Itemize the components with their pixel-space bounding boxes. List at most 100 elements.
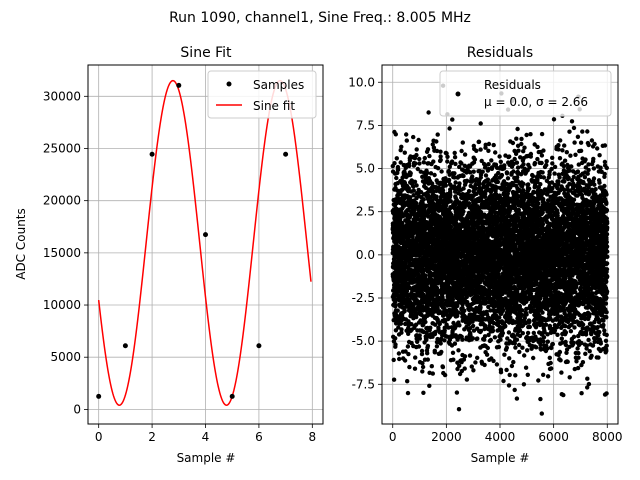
residual-point — [514, 160, 520, 165]
residual-point — [515, 165, 521, 170]
residual-point — [394, 156, 399, 161]
residual-point — [462, 152, 468, 157]
residual-point — [492, 335, 498, 340]
x-tick-label: 0 — [95, 430, 103, 444]
y-tick-label: 5.0 — [356, 162, 375, 176]
residual-point — [413, 355, 418, 360]
residual-point — [470, 323, 476, 329]
sample-point — [149, 151, 155, 157]
residual-point — [514, 337, 520, 342]
y-tick-label: 25000 — [43, 141, 81, 155]
residual-point — [420, 369, 425, 374]
residual-point — [498, 159, 503, 164]
y-tick-label: 10.0 — [348, 75, 375, 89]
residual-point — [442, 338, 447, 343]
residual-point — [398, 148, 403, 153]
residual-point — [471, 368, 476, 373]
residual-point — [507, 356, 512, 361]
residual-point — [519, 136, 524, 142]
y-tick-label: 0.0 — [356, 248, 375, 262]
residual-point — [452, 171, 457, 176]
residual-point — [440, 364, 446, 370]
residual-point — [460, 140, 465, 145]
residual-point — [515, 126, 520, 132]
x-tick-label: 2 — [148, 430, 156, 444]
residual-point — [439, 169, 444, 174]
residual-point — [467, 353, 473, 358]
residual-point — [512, 387, 517, 393]
residual-point — [426, 110, 431, 115]
residual-point — [393, 132, 398, 137]
residual-point — [461, 209, 466, 214]
residual-point — [501, 378, 506, 384]
residual-point — [521, 181, 526, 186]
residual-point — [486, 162, 491, 167]
residual-point — [425, 170, 430, 176]
residual-point — [407, 364, 412, 370]
residual-point — [504, 367, 509, 373]
residual-point — [476, 139, 482, 144]
residual-point — [400, 187, 405, 192]
x-tick-label: 0 — [389, 430, 397, 444]
y-tick-label: 20000 — [43, 194, 81, 208]
residual-point — [478, 121, 483, 126]
residual-point — [399, 330, 404, 335]
residual-point — [517, 349, 522, 355]
residual-point — [502, 352, 507, 357]
residual-point — [511, 359, 516, 365]
residual-point — [443, 183, 448, 188]
residual-point — [519, 141, 524, 147]
residual-point — [407, 163, 412, 169]
residual-point — [521, 382, 527, 387]
residual-point — [403, 260, 408, 266]
residual-point — [420, 361, 425, 366]
residual-point — [430, 371, 435, 376]
y-tick-label: -2.5 — [352, 291, 375, 305]
residual-point — [478, 147, 483, 152]
residual-point — [406, 331, 411, 336]
residual-point — [513, 345, 518, 350]
residual-point — [412, 179, 418, 184]
residual-point — [448, 193, 453, 198]
residual-point — [472, 157, 478, 162]
residual-point — [457, 363, 462, 368]
residual-point — [483, 173, 489, 178]
residual-point — [432, 350, 437, 355]
x-tick-label: 6 — [255, 430, 263, 444]
residual-point — [398, 160, 403, 165]
residual-point — [520, 331, 525, 336]
residual-point — [412, 366, 418, 371]
x-tick-label: 4000 — [485, 430, 516, 444]
residual-point — [405, 390, 411, 396]
residual-point — [511, 169, 516, 174]
residual-point — [464, 377, 470, 382]
sine-fit-xlabel: Sample # — [177, 451, 236, 465]
residual-point — [411, 193, 416, 198]
residual-point — [489, 166, 495, 171]
residual-point — [486, 141, 492, 147]
residual-point — [406, 186, 411, 191]
residual-point — [395, 167, 401, 172]
residual-point — [419, 348, 425, 354]
y-tick-label: 7.5 — [356, 118, 375, 132]
residual-point — [485, 177, 491, 182]
residual-point — [404, 132, 409, 137]
y-tick-label: 0 — [73, 402, 81, 416]
residual-point — [434, 285, 440, 291]
residual-point — [457, 181, 462, 186]
y-tick-label: -7.5 — [352, 377, 375, 391]
residual-point — [453, 180, 458, 185]
residual-point — [400, 220, 405, 226]
residual-point — [497, 315, 502, 320]
residual-point — [397, 356, 402, 362]
residual-point — [391, 357, 396, 363]
residual-point — [506, 383, 512, 388]
residual-point — [446, 168, 451, 174]
x-tick-label: 6000 — [538, 430, 569, 444]
residual-point — [399, 144, 404, 149]
residual-point — [394, 175, 399, 181]
residual-point — [412, 273, 417, 278]
residual-point — [392, 161, 397, 166]
residual-point — [497, 154, 502, 159]
residual-point — [485, 345, 490, 351]
